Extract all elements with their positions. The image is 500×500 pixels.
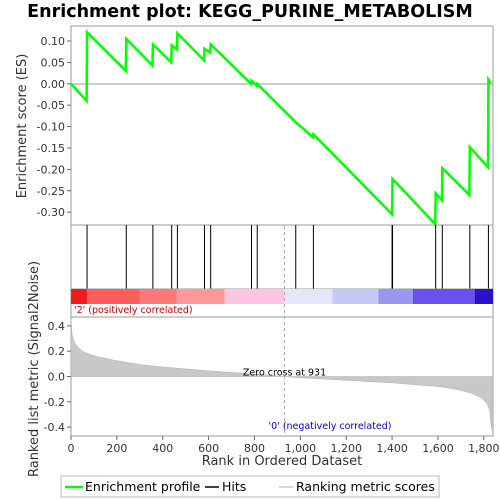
metric-x-ticks: 0 200 400 600 800 1,000 1,200 1,400 1,600 1,800 xyxy=(68,436,500,455)
x-axis-title: Rank in Ordered Dataset xyxy=(202,454,363,469)
negative-correlated-label: '0' (negatively correlated) xyxy=(269,421,392,432)
metric-y-tick-label: 0.2 xyxy=(48,345,66,358)
heatmap-segment xyxy=(176,289,225,304)
heatmap-segment xyxy=(87,289,140,304)
es-y-tick-label: 0.05 xyxy=(41,56,66,69)
metric-y-tick-label: -0.4 xyxy=(44,421,65,434)
metric-x-tick-label: 1,400 xyxy=(376,442,408,455)
heatmap-segment xyxy=(474,289,493,304)
metric-y-ticks: 0.4 0.2 0.0 -0.2 -0.4 xyxy=(44,320,71,434)
es-y-tick-label: -0.15 xyxy=(37,142,65,155)
chart-title: Enrichment plot: KEGG_PURINE_METABOLISM xyxy=(27,2,473,22)
heatmap-segment xyxy=(378,289,413,304)
heatmap-segments xyxy=(71,289,493,304)
hits-panel xyxy=(70,224,494,290)
metric-x-tick-label: 1,000 xyxy=(285,442,317,455)
es-y-ticks: 0.10 0.05 0.00 -0.05 -0.10 -0.15 -0.20 -0.25 -0.… xyxy=(37,35,71,219)
es-y-tick-label: 0.10 xyxy=(41,35,66,48)
es-y-tick-label: -0.05 xyxy=(37,99,65,112)
ranking-metric-area xyxy=(70,319,493,430)
heatmap-segment xyxy=(332,289,379,304)
es-y-tick-label: -0.25 xyxy=(37,185,65,198)
metric-x-tick-label: 1,600 xyxy=(422,442,454,455)
es-y-tick-label: -0.10 xyxy=(37,121,65,134)
hits-frame xyxy=(70,224,494,290)
ranked-metric-panel: Zero cross at 931 '0' (negatively correl… xyxy=(27,226,500,477)
metric-y-tick-label: 0.0 xyxy=(48,371,66,384)
series-enrichment-profile xyxy=(70,29,492,228)
legend-label-hits: Hits xyxy=(222,479,246,494)
metric-x-tick-label: 1,200 xyxy=(330,442,362,455)
legend-label-ranking-metric: Ranking metric scores xyxy=(296,479,435,494)
enrichment-score-panel: 0.10 0.05 0.00 -0.05 -0.10 -0.15 -0.20 -0.25 -0.… xyxy=(15,25,494,228)
legend-label-enrichment-profile: Enrichment profile xyxy=(85,479,201,494)
zero-cross-label: Zero cross at 931 xyxy=(243,368,326,379)
es-y-tick-label: -0.30 xyxy=(37,206,65,219)
legend: Enrichment profile Hits Ranking metric s… xyxy=(60,475,440,498)
metric-x-tick-label: 400 xyxy=(152,442,173,455)
legend-box xyxy=(60,475,440,498)
metric-x-tick-label: 800 xyxy=(244,442,265,455)
heatmap-segment xyxy=(284,289,333,304)
heatmap-segment xyxy=(139,289,177,304)
metric-y-tick-label: -0.2 xyxy=(44,396,65,409)
es-y-tick-label: 0.00 xyxy=(41,78,66,91)
ranking-heatmap-panel: '2' (positively correlated) xyxy=(70,288,494,318)
metric-x-tick-label: 1,800 xyxy=(468,442,500,455)
metric-x-tick-label: 0 xyxy=(68,442,75,455)
heatmap-segment xyxy=(224,289,285,304)
metric-x-tick-label: 200 xyxy=(106,442,127,455)
metric-x-tick-label: 600 xyxy=(198,442,219,455)
es-y-tick-label: -0.20 xyxy=(37,163,65,176)
positive-correlated-label: '2' (positively correlated) xyxy=(74,305,193,316)
heatmap-segment xyxy=(71,289,88,304)
es-y-axis-title: Enrichment score (ES) xyxy=(15,54,30,199)
metric-y-axis-title: Ranked list metric (Signal2Noise) xyxy=(27,261,42,477)
hits-marks xyxy=(86,225,489,289)
heatmap-segment xyxy=(412,289,475,304)
metric-y-tick-label: 0.4 xyxy=(48,320,66,333)
